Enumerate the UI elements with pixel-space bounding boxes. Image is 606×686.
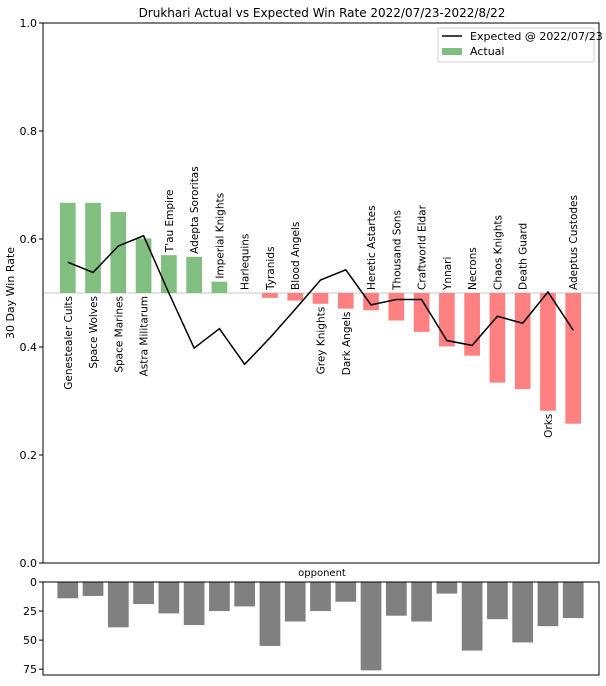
main-axes-frame bbox=[42, 22, 600, 564]
main-plot-area: Genestealer Cults Space Wolves Space Marin… bbox=[20, 17, 600, 570]
category-label: Astra Militarum bbox=[139, 296, 151, 376]
actual-bar bbox=[514, 293, 531, 390]
category-label: Heretic Astartes bbox=[366, 205, 378, 290]
opponent-count-bar bbox=[360, 582, 382, 671]
category-label: Dark Angels bbox=[341, 312, 353, 376]
category-label: Tyranids bbox=[265, 247, 277, 291]
subplot-y-tick-label: 75 bbox=[23, 663, 37, 676]
subplot-area: 0 25 50 75 bbox=[23, 576, 600, 676]
actual-bar bbox=[439, 293, 455, 347]
opponent-count-bar bbox=[537, 582, 559, 627]
category-label: Orks bbox=[543, 414, 555, 438]
chart-title: Drukhari Actual vs Expected Win Rate 202… bbox=[139, 6, 506, 20]
actual-bar bbox=[85, 202, 101, 293]
actual-bar bbox=[363, 293, 379, 311]
opponent-count-bar bbox=[234, 582, 256, 607]
category-label: Grey Knights bbox=[316, 307, 328, 375]
category-label: Chaos Knights bbox=[492, 215, 504, 290]
category-label: Imperial Knights bbox=[214, 193, 226, 279]
opponent-count-bar bbox=[385, 582, 407, 616]
legend-bar-swatch bbox=[442, 48, 462, 55]
subplot-title: opponent bbox=[298, 568, 346, 579]
opponent-count-bar bbox=[82, 582, 104, 596]
actual-bar bbox=[59, 202, 76, 293]
y-tick-label: 0.6 bbox=[20, 233, 38, 246]
category-label: Space Wolves bbox=[88, 296, 100, 369]
opponent-count-bar bbox=[461, 582, 483, 651]
actual-bar bbox=[110, 212, 127, 293]
category-label: Ynnari bbox=[442, 257, 454, 291]
opponent-count-bar bbox=[107, 582, 129, 628]
actual-bar bbox=[464, 293, 480, 356]
legend: Expected @ 2022/07/23 Actual bbox=[437, 27, 603, 63]
y-tick-label: 0.8 bbox=[20, 125, 38, 138]
y-tick-label: 0.4 bbox=[20, 341, 38, 354]
opponent-count-bar bbox=[335, 582, 357, 602]
actual-bar bbox=[413, 293, 430, 332]
actual-bar bbox=[186, 256, 202, 293]
subplot-y-tick-label: 50 bbox=[23, 634, 37, 647]
legend-entry-expected: Expected @ 2022/07/23 bbox=[470, 30, 603, 43]
opponent-count-bar bbox=[284, 582, 306, 622]
y-axis-label: 30 Day Win Rate bbox=[4, 247, 17, 339]
y-tick-label: 0.0 bbox=[20, 557, 38, 570]
opponent-count-bar bbox=[259, 582, 281, 646]
actual-bar bbox=[262, 293, 278, 298]
legend-box bbox=[437, 27, 595, 63]
opponent-count-bar bbox=[512, 582, 534, 643]
actual-bar bbox=[540, 293, 556, 411]
subplot-y-tick-label: 25 bbox=[23, 605, 37, 618]
subplot-axes-frame bbox=[42, 581, 600, 676]
category-label: Craftworld Eldar bbox=[417, 204, 429, 290]
actual-bar bbox=[287, 293, 304, 301]
subplot-y-tick-label: 0 bbox=[30, 576, 37, 589]
opponent-count-bar bbox=[310, 582, 331, 612]
category-label: Space Marines bbox=[113, 296, 125, 373]
y-tick-label: 0.2 bbox=[20, 449, 38, 462]
opponent-count-bar bbox=[562, 582, 584, 619]
category-label: T'au Empire bbox=[164, 189, 176, 253]
actual-bar bbox=[161, 255, 177, 293]
category-label: Harlequins bbox=[240, 234, 252, 290]
category-label: Blood Angels bbox=[290, 222, 302, 290]
opponent-count-bar bbox=[158, 582, 180, 614]
category-label: Adeptus Custodes bbox=[568, 195, 580, 290]
opponent-count-bar bbox=[57, 582, 79, 599]
category-label: Thousand Sons bbox=[391, 210, 403, 291]
opponent-count-bar bbox=[133, 582, 154, 605]
actual-bar bbox=[211, 281, 228, 293]
actual-bar bbox=[135, 238, 152, 293]
opponent-count-bar bbox=[487, 582, 508, 620]
opponent-count-bar bbox=[209, 582, 230, 612]
category-label: Death Guard bbox=[518, 223, 530, 290]
y-tick-label: 1.0 bbox=[20, 17, 38, 30]
category-label: Necrons bbox=[467, 247, 479, 290]
actual-bar bbox=[388, 293, 405, 321]
opponent-count-bar bbox=[183, 582, 205, 626]
actual-bar bbox=[312, 293, 329, 304]
expected-line bbox=[67, 234, 574, 366]
category-label: Adepta Sororitas bbox=[189, 166, 201, 254]
opponent-count-bar bbox=[436, 582, 458, 594]
actual-bar bbox=[489, 293, 506, 383]
legend-entry-actual: Actual bbox=[470, 45, 504, 58]
opponent-count-bar bbox=[411, 582, 432, 622]
category-label: Genestealer Cults bbox=[63, 296, 75, 390]
actual-bar bbox=[565, 293, 582, 424]
actual-bar bbox=[337, 293, 354, 309]
